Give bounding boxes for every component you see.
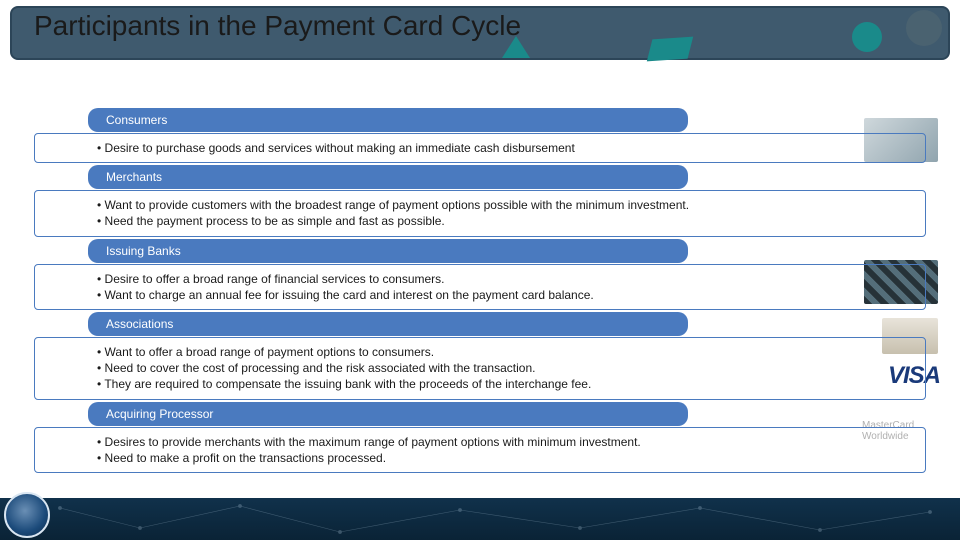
decor-dot-teal-large xyxy=(852,22,882,52)
bullet: • Need the payment process to be as simp… xyxy=(97,213,915,229)
section-header-issuing-banks: Issuing Banks xyxy=(88,239,688,263)
bullet-text: Want to offer a broad range of payment o… xyxy=(105,345,435,359)
bullet-text: Desires to provide merchants with the ma… xyxy=(105,435,641,449)
bullet: • Want to offer a broad range of payment… xyxy=(97,344,915,360)
section-issuing-banks: Issuing Banks • Desire to offer a broad … xyxy=(34,239,926,310)
bullet: • Want to provide customers with the bro… xyxy=(97,197,915,213)
bullet: • Need to cover the cost of processing a… xyxy=(97,360,915,376)
section-body-merchants: • Want to provide customers with the bro… xyxy=(34,190,926,236)
sections-container: Consumers • Desire to purchase goods and… xyxy=(34,108,926,475)
bullet: • Need to make a profit on the transacti… xyxy=(97,450,915,466)
section-consumers: Consumers • Desire to purchase goods and… xyxy=(34,108,926,163)
bullet: • Want to charge an annual fee for issui… xyxy=(97,287,915,303)
bullet-text: Need to cover the cost of processing and… xyxy=(105,361,536,375)
section-header-consumers: Consumers xyxy=(88,108,688,132)
bullet-text: They are required to compensate the issu… xyxy=(104,377,591,391)
bullet-text: Desire to offer a broad range of financi… xyxy=(105,272,445,286)
footer-network-icon xyxy=(0,498,960,540)
bullet-text: Desire to purchase goods and services wi… xyxy=(105,141,575,155)
section-merchants: Merchants • Want to provide customers wi… xyxy=(34,165,926,236)
page-title: Participants in the Payment Card Cycle xyxy=(34,10,521,42)
bullet-text: Want to charge an annual fee for issuing… xyxy=(105,288,594,302)
section-header-acquiring-processor: Acquiring Processor xyxy=(88,402,688,426)
section-associations: Associations • Want to offer a broad ran… xyxy=(34,312,926,400)
section-title: Acquiring Processor xyxy=(106,407,213,421)
section-body-consumers: • Desire to purchase goods and services … xyxy=(34,133,926,163)
section-header-merchants: Merchants xyxy=(88,165,688,189)
bullet: • Desire to purchase goods and services … xyxy=(97,140,915,156)
section-header-associations: Associations xyxy=(88,312,688,336)
footer-band xyxy=(0,498,960,540)
bullet: • Desires to provide merchants with the … xyxy=(97,434,915,450)
section-body-associations: • Want to offer a broad range of payment… xyxy=(34,337,926,400)
section-title: Consumers xyxy=(106,113,167,127)
section-body-issuing-banks: • Desire to offer a broad range of finan… xyxy=(34,264,926,310)
footer-logo-icon xyxy=(4,492,50,538)
bullet-text: Need to make a profit on the transaction… xyxy=(105,451,387,465)
decor-dot-slate xyxy=(906,10,942,46)
decor-rhombus xyxy=(647,37,693,62)
decor-triangle xyxy=(502,36,530,58)
bullet: • Desire to offer a broad range of finan… xyxy=(97,271,915,287)
section-title: Merchants xyxy=(106,170,162,184)
bullet-text: Want to provide customers with the broad… xyxy=(105,198,690,212)
section-title: Associations xyxy=(106,317,173,331)
section-acquiring-processor: Acquiring Processor • Desires to provide… xyxy=(34,402,926,473)
title-band: Participants in the Payment Card Cycle xyxy=(10,6,950,60)
slide: Participants in the Payment Card Cycle V… xyxy=(0,0,960,540)
bullet-text: Need the payment process to be as simple… xyxy=(105,214,445,228)
section-title: Issuing Banks xyxy=(106,244,181,258)
section-body-acquiring-processor: • Desires to provide merchants with the … xyxy=(34,427,926,473)
bullet: • They are required to compensate the is… xyxy=(97,376,915,392)
